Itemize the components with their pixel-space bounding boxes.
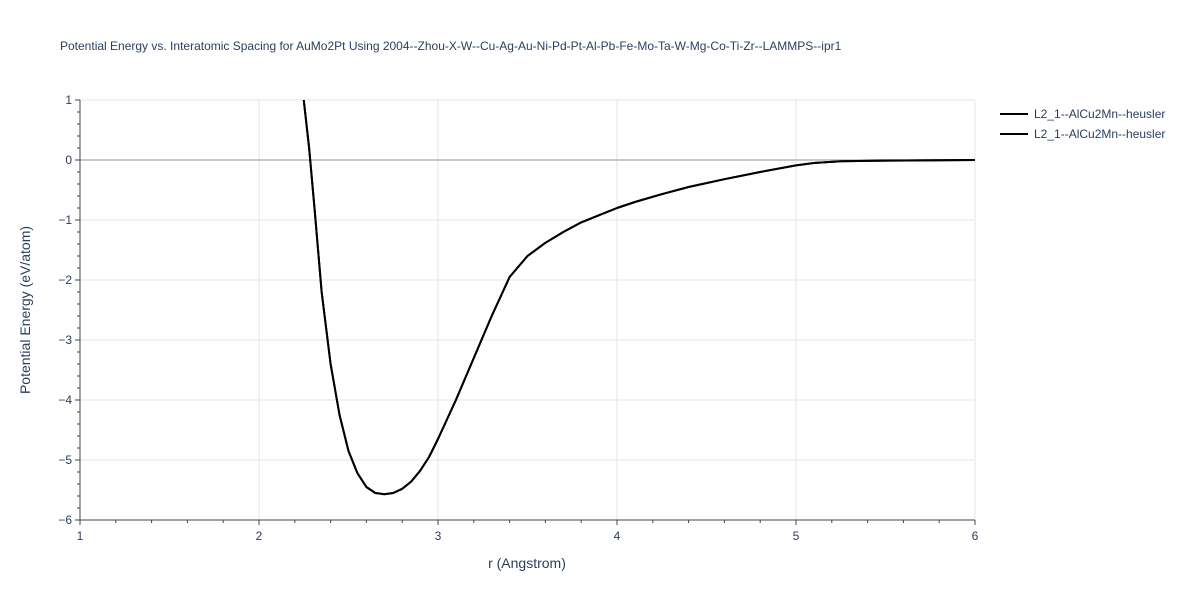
y-tick-label: −5 [58, 453, 72, 467]
grid-lines [80, 99, 976, 520]
y-tick-label: −3 [58, 333, 72, 347]
x-axis-title: r (Angstrom) [488, 555, 566, 571]
x-tick-label: 2 [256, 529, 263, 543]
y-tick-label: −6 [58, 513, 72, 527]
x-tick-label: 4 [614, 529, 621, 543]
axes [75, 99, 976, 525]
series-lines[interactable] [302, 100, 975, 496]
y-tick-label: 1 [65, 93, 72, 107]
x-tick-label: 6 [972, 529, 979, 543]
y-tick-label: −4 [58, 393, 72, 407]
legend-label[interactable]: L2_1--AlCu2Mn--heusler [1034, 127, 1165, 141]
chart-title: Potential Energy vs. Interatomic Spacing… [60, 39, 842, 53]
legend-label[interactable]: L2_1--AlCu2Mn--heusler [1034, 107, 1165, 121]
y-tick-label: −2 [58, 273, 72, 287]
y-axis-title: Potential Energy (eV/atom) [17, 226, 33, 394]
x-tick-label: 1 [77, 529, 84, 543]
series-line-2[interactable] [302, 100, 975, 496]
legend[interactable]: L2_1--AlCu2Mn--heusler L2_1--AlCu2Mn--heu… [1000, 107, 1165, 141]
y-tick-label: −1 [58, 213, 72, 227]
tick-labels: 1 2 3 4 5 6 1 0 −1 −2 −3 −4 −5 −6 [58, 93, 978, 543]
x-tick-label: 3 [435, 529, 442, 543]
y-tick-label: 0 [65, 153, 72, 167]
x-tick-label: 5 [793, 529, 800, 543]
